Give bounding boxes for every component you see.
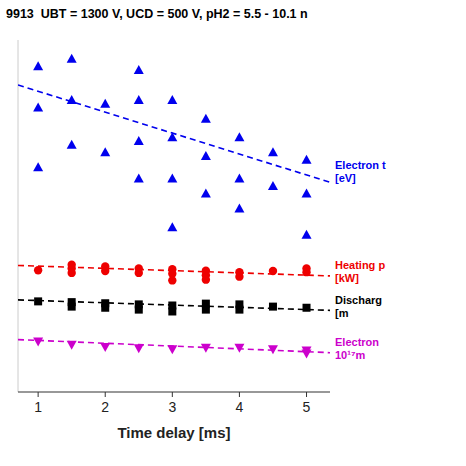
point (234, 344, 244, 353)
x-tick-label: 2 (101, 399, 109, 415)
point (134, 136, 144, 145)
point (302, 155, 312, 164)
point (34, 266, 42, 274)
point (269, 267, 277, 275)
point (268, 345, 278, 354)
point (202, 306, 210, 314)
point (134, 344, 144, 353)
x-tick (306, 392, 307, 397)
point (67, 341, 77, 350)
chart: 9913 UBT = 1300 V, UCD = 500 V, pH2 = 5.… (0, 0, 466, 466)
point (100, 343, 110, 352)
point (234, 204, 244, 213)
point (167, 132, 177, 141)
points (33, 54, 311, 359)
point (268, 181, 278, 190)
x-tick-label: 4 (236, 399, 244, 415)
point (302, 264, 310, 272)
point (202, 275, 210, 283)
point (234, 174, 244, 183)
point (67, 95, 77, 104)
x-tick (105, 392, 106, 397)
x-tick-label: 3 (168, 399, 176, 415)
x-tick (38, 392, 39, 397)
point (235, 272, 243, 280)
x-axis-line (18, 391, 330, 392)
point (134, 174, 144, 183)
point (269, 303, 277, 311)
point (67, 269, 75, 277)
point (235, 306, 243, 314)
point (33, 102, 43, 111)
point (34, 297, 42, 305)
point (101, 267, 109, 275)
point (134, 95, 144, 104)
point (100, 147, 110, 156)
point (134, 65, 144, 74)
point (167, 95, 177, 104)
annotation: Electron10¹⁷m (335, 336, 379, 361)
point (100, 99, 110, 108)
trend-line (18, 85, 330, 182)
point (167, 174, 177, 183)
point (167, 345, 177, 354)
point (33, 337, 43, 346)
point (302, 189, 312, 198)
point (201, 189, 211, 198)
point (168, 307, 176, 315)
x-tick-label: 5 (303, 399, 311, 415)
point (168, 276, 176, 284)
point (201, 344, 211, 353)
point (302, 349, 312, 358)
point (268, 147, 278, 156)
annotation: Heating p[kW] (335, 259, 385, 284)
point (135, 306, 143, 314)
point (67, 140, 77, 149)
point (302, 230, 312, 239)
plot-area (18, 54, 330, 359)
point (167, 222, 177, 231)
x-axis-label: Time delay [ms] (117, 424, 230, 441)
x-tick (239, 392, 240, 397)
annotation: Electron t[eV] (335, 159, 386, 184)
point (33, 61, 43, 70)
point (201, 151, 211, 160)
point (234, 132, 244, 141)
title: 9913 UBT = 1300 V, UCD = 500 V, pH2 = 5.… (6, 7, 308, 21)
x-tick-label: 1 (34, 399, 42, 415)
x-tick (172, 392, 173, 397)
point (101, 304, 109, 312)
trend-lines (18, 85, 330, 353)
point (135, 269, 143, 277)
point (303, 304, 311, 312)
point (67, 54, 77, 63)
point (68, 303, 76, 311)
point (33, 162, 43, 171)
point (201, 114, 211, 123)
annotation: Discharg[m (335, 294, 382, 319)
